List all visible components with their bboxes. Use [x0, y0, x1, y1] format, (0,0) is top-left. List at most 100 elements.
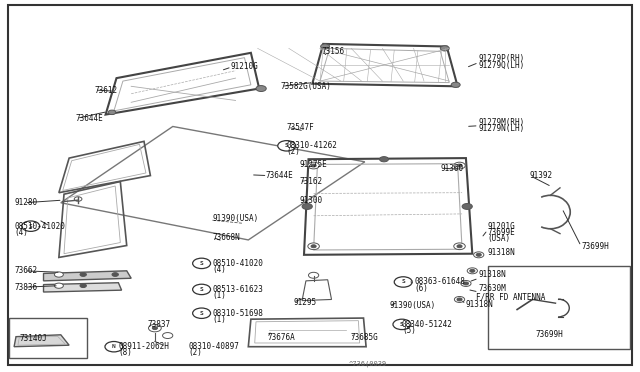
Circle shape — [440, 46, 449, 51]
Circle shape — [163, 333, 173, 339]
Circle shape — [152, 327, 157, 330]
Polygon shape — [44, 271, 131, 281]
Circle shape — [256, 86, 266, 92]
Circle shape — [311, 245, 316, 248]
Circle shape — [380, 157, 388, 162]
Text: 73644E: 73644E — [76, 114, 103, 123]
Circle shape — [321, 44, 330, 49]
Circle shape — [463, 282, 468, 285]
Text: 08310-51698: 08310-51698 — [212, 309, 263, 318]
Circle shape — [393, 319, 411, 330]
Text: F/RR FD ANTENNA: F/RR FD ANTENNA — [476, 292, 545, 301]
Text: 91300: 91300 — [300, 196, 323, 205]
Text: 91318N: 91318N — [488, 248, 515, 257]
Text: 73662: 73662 — [14, 266, 37, 275]
Circle shape — [74, 197, 82, 201]
Circle shape — [80, 273, 86, 276]
Text: 73685G: 73685G — [351, 333, 378, 342]
Circle shape — [457, 164, 462, 167]
Circle shape — [454, 296, 465, 302]
Text: 73612: 73612 — [95, 86, 118, 94]
Circle shape — [112, 273, 118, 276]
Text: 08340-51242: 08340-51242 — [402, 320, 452, 329]
Text: S: S — [401, 279, 405, 285]
Text: (2): (2) — [189, 348, 203, 357]
Circle shape — [54, 272, 63, 277]
Circle shape — [451, 82, 460, 87]
Bar — [9, 318, 87, 358]
Text: S: S — [200, 287, 204, 292]
Text: 73699H: 73699H — [581, 242, 609, 251]
Circle shape — [80, 284, 86, 288]
Circle shape — [461, 280, 471, 286]
Text: 91392: 91392 — [530, 171, 553, 180]
Circle shape — [302, 203, 312, 209]
Text: 91279N(LH): 91279N(LH) — [479, 124, 525, 133]
Text: 91279P(RH): 91279P(RH) — [479, 54, 525, 63]
Text: 91295: 91295 — [293, 298, 316, 307]
Text: (1): (1) — [212, 291, 227, 300]
Text: 73699H: 73699H — [535, 330, 563, 339]
Text: 91318N: 91318N — [479, 270, 506, 279]
Circle shape — [308, 243, 319, 250]
Text: 73630M: 73630M — [479, 284, 506, 293]
Text: 73547F: 73547F — [287, 123, 314, 132]
Text: (2): (2) — [287, 147, 301, 156]
Text: S: S — [400, 322, 404, 327]
Text: 91201G: 91201G — [488, 222, 515, 231]
Text: 73836: 73836 — [14, 283, 37, 292]
Text: 73156: 73156 — [321, 47, 344, 56]
Text: ^736(0039: ^736(0039 — [349, 360, 387, 367]
Circle shape — [108, 110, 116, 115]
Text: 91279M(RH): 91279M(RH) — [479, 118, 525, 126]
Text: (USA): (USA) — [488, 234, 511, 243]
Text: S: S — [285, 143, 289, 148]
Circle shape — [193, 258, 211, 269]
Circle shape — [193, 284, 211, 295]
Circle shape — [54, 283, 63, 288]
Circle shape — [278, 141, 296, 151]
Text: S: S — [200, 311, 204, 316]
Circle shape — [22, 221, 40, 231]
Text: 08510-41020: 08510-41020 — [212, 259, 263, 268]
Circle shape — [467, 268, 477, 274]
Text: N: N — [112, 344, 116, 349]
Circle shape — [470, 269, 475, 272]
Circle shape — [105, 341, 123, 352]
Circle shape — [474, 252, 484, 258]
Text: 91279Q(LH): 91279Q(LH) — [479, 61, 525, 70]
Text: 08363-61648: 08363-61648 — [415, 278, 465, 286]
Circle shape — [476, 253, 481, 256]
Text: 73668N: 73668N — [212, 233, 240, 242]
Text: (4): (4) — [212, 265, 227, 274]
Circle shape — [308, 162, 319, 169]
Text: 91360: 91360 — [440, 164, 463, 173]
Text: S: S — [29, 224, 33, 229]
Text: 73582G(USA): 73582G(USA) — [280, 82, 331, 91]
Text: (4): (4) — [14, 228, 28, 237]
Text: 73162: 73162 — [300, 177, 323, 186]
Circle shape — [454, 162, 465, 169]
Text: (6): (6) — [415, 284, 429, 293]
Text: (1): (1) — [212, 315, 227, 324]
Circle shape — [454, 243, 465, 250]
Circle shape — [148, 324, 161, 332]
Text: (5): (5) — [402, 326, 416, 335]
Circle shape — [193, 308, 211, 318]
Text: 91275E: 91275E — [300, 160, 327, 169]
Polygon shape — [44, 283, 122, 292]
Bar — [488, 266, 630, 349]
Text: 08310-40897: 08310-40897 — [189, 342, 239, 351]
Text: 91280: 91280 — [14, 198, 37, 207]
Circle shape — [457, 298, 462, 301]
Text: 73644E: 73644E — [266, 171, 293, 180]
Circle shape — [311, 164, 316, 167]
Text: 73676A: 73676A — [268, 333, 295, 342]
Text: 91390(USA): 91390(USA) — [389, 301, 435, 310]
Text: (8): (8) — [118, 348, 132, 357]
Text: 08911-2062H: 08911-2062H — [118, 342, 169, 351]
Text: 73140J: 73140J — [19, 334, 47, 343]
Text: 91390(USA): 91390(USA) — [212, 214, 259, 223]
Polygon shape — [14, 335, 69, 347]
Text: 91210G: 91210G — [230, 62, 258, 71]
